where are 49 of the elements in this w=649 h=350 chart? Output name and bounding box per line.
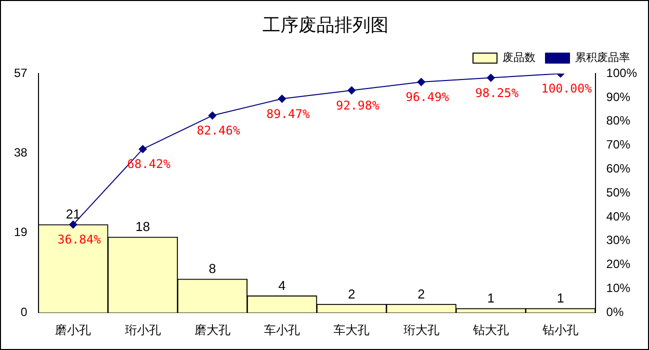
- x-tick-label: 珩小孔: [124, 323, 161, 338]
- y2-tick-label: 90%: [606, 90, 631, 104]
- point: [69, 220, 78, 229]
- y-tick-label: 57: [14, 66, 28, 80]
- data-label: 4: [278, 278, 286, 293]
- y2-tick-label: 70%: [606, 138, 631, 152]
- data-label: 1: [556, 290, 564, 306]
- y2-tick-label: 100%: [606, 66, 638, 80]
- y2-tick-label: 10%: [606, 281, 631, 296]
- data-label: 100.00%: [541, 82, 593, 96]
- y2-tick-label: 60%: [606, 162, 631, 176]
- x-tick-label: 磨大孔: [194, 323, 230, 338]
- y-tick-label: 0: [20, 304, 28, 319]
- data-label: 89.47%: [266, 106, 310, 121]
- y2-tick-label: 30%: [606, 233, 631, 248]
- x-tick-label: 车大孔: [334, 323, 370, 338]
- y-tick-label: 38: [14, 146, 28, 160]
- data-label: 68.42%: [127, 157, 172, 172]
- chart-title: 工序废品排列图: [262, 14, 388, 35]
- y2-tick-label: 40%: [606, 209, 631, 224]
- point: [486, 74, 495, 82]
- y-tick-label: 19: [14, 225, 28, 240]
- legend-label: 累积废品率: [575, 51, 630, 64]
- data-label: 36.84%: [57, 232, 102, 247]
- point: [417, 78, 426, 86]
- point: [278, 94, 286, 103]
- x-tick-label: 钻大孔: [472, 323, 509, 338]
- y2-tick-label: 20%: [606, 257, 631, 272]
- data-label: 82.46%: [196, 124, 241, 138]
- data-label: 2: [418, 286, 425, 302]
- y2-tick-label: 80%: [606, 114, 631, 128]
- data-label: 18: [136, 219, 150, 234]
- x-tick-label: 车小孔: [264, 323, 300, 338]
- x-tick-label: 钻小孔: [542, 323, 578, 338]
- point: [138, 145, 147, 154]
- data-label: 21: [66, 206, 80, 222]
- legend-label: 废品数: [502, 51, 536, 64]
- data-label: 92.98%: [336, 98, 380, 113]
- x-tick-label: 珩大孔: [403, 323, 440, 338]
- y2-tick-label: 0%: [606, 304, 624, 319]
- point: [348, 86, 356, 94]
- data-label: 2: [348, 286, 356, 302]
- data-label: 98.25%: [475, 86, 520, 100]
- data-label: 8: [208, 261, 216, 276]
- y2-tick-label: 50%: [606, 185, 631, 200]
- data-label: 1: [487, 290, 494, 306]
- data-label: 96.49%: [406, 90, 450, 104]
- point: [208, 112, 216, 120]
- x-tick-label: 磨小孔: [55, 323, 92, 338]
